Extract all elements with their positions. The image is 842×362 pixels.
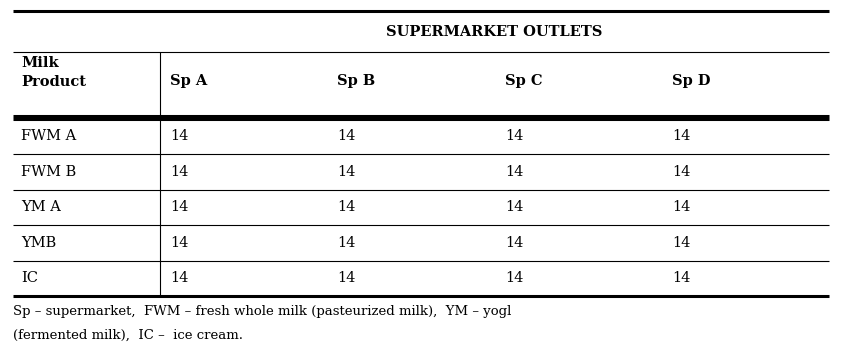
Text: 14: 14 — [170, 165, 189, 179]
Text: Milk
Product: Milk Product — [21, 56, 86, 89]
Text: 14: 14 — [170, 272, 189, 285]
Text: (fermented milk),  IC –  ice cream.: (fermented milk), IC – ice cream. — [13, 329, 242, 342]
Text: 14: 14 — [504, 130, 523, 143]
Text: 14: 14 — [672, 272, 690, 285]
Text: Sp B: Sp B — [338, 73, 376, 88]
Text: SUPERMARKET OUTLETS: SUPERMARKET OUTLETS — [386, 25, 603, 39]
Text: 14: 14 — [504, 165, 523, 179]
Text: 14: 14 — [338, 201, 356, 214]
Text: 14: 14 — [170, 201, 189, 214]
Text: 14: 14 — [504, 272, 523, 285]
Text: 14: 14 — [338, 272, 356, 285]
Text: Sp C: Sp C — [504, 73, 542, 88]
Text: YM A: YM A — [21, 201, 61, 214]
Text: 14: 14 — [170, 236, 189, 250]
Text: Sp – supermarket,  FWM – fresh whole milk (pasteurized milk),  YM – yogl: Sp – supermarket, FWM – fresh whole milk… — [13, 305, 511, 318]
Text: 14: 14 — [504, 236, 523, 250]
Text: Sp D: Sp D — [672, 73, 711, 88]
Text: 14: 14 — [672, 201, 690, 214]
Text: Sp A: Sp A — [170, 73, 207, 88]
Text: 14: 14 — [672, 130, 690, 143]
Text: IC: IC — [21, 272, 38, 285]
Text: 14: 14 — [338, 130, 356, 143]
Text: 14: 14 — [672, 236, 690, 250]
Text: YMB: YMB — [21, 236, 56, 250]
Text: 14: 14 — [338, 165, 356, 179]
Text: 14: 14 — [338, 236, 356, 250]
Text: 14: 14 — [504, 201, 523, 214]
Text: FWM B: FWM B — [21, 165, 77, 179]
Text: 14: 14 — [170, 130, 189, 143]
Text: 14: 14 — [672, 165, 690, 179]
Text: FWM A: FWM A — [21, 130, 77, 143]
